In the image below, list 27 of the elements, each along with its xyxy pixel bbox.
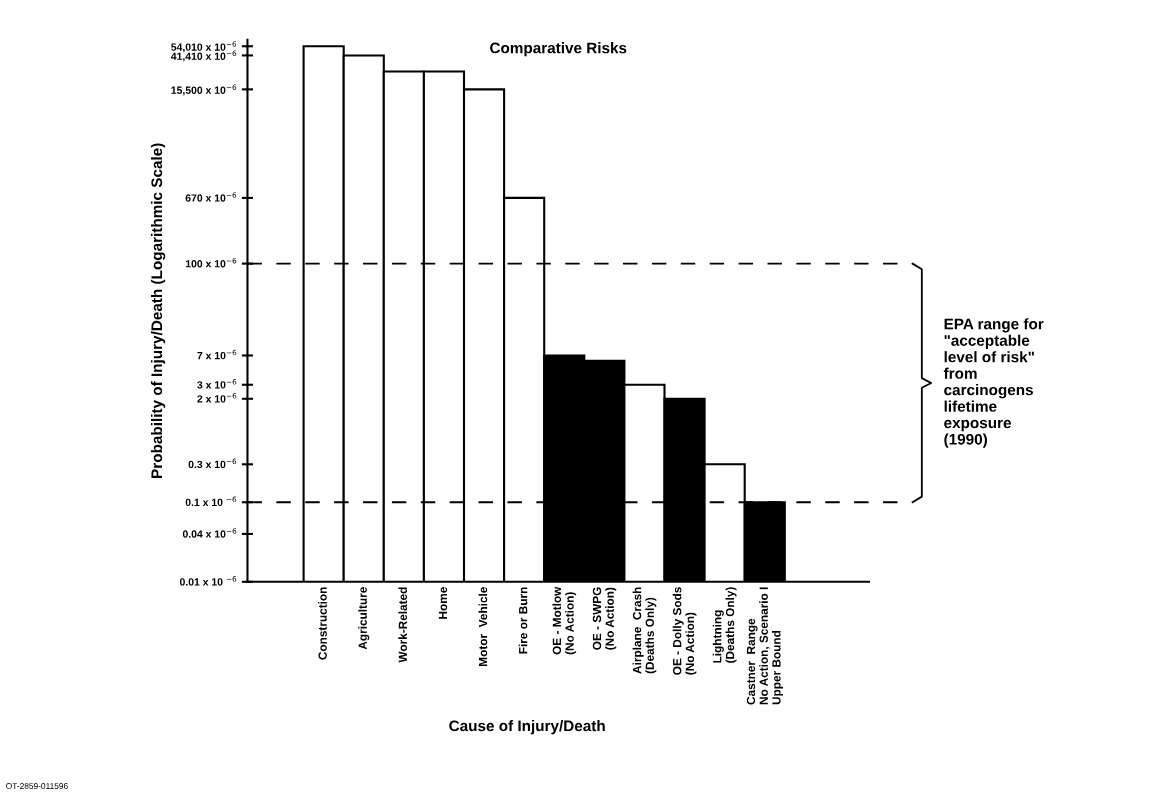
- y-tick-label: 7 x 10$^{−6}$: [197, 349, 237, 360]
- y-tick-label: 670 x 10$^{−6}$: [185, 192, 237, 202]
- y-tick-label: 0.04 x 10$^{−6}$: [182, 528, 237, 538]
- x-tick-label: Construction: [318, 587, 327, 660]
- x-tick-label: OE - SWPG (No Action): [592, 587, 617, 650]
- y-tick-label: 0.01 x 10 $^{−6}$: [179, 576, 237, 586]
- y-tick-label: 2 x 10$^{−6}$: [197, 393, 237, 403]
- x-tick-label: Work-Related: [398, 587, 408, 663]
- x-tick-label: Motor Vehicle: [478, 587, 488, 666]
- x-tick-label: Castner Range No Action, Scenario I Upper Bound: [746, 587, 783, 705]
- x-tick-label: Airplane Crash (Deaths Only): [632, 587, 657, 674]
- x-tick-label: Agriculture: [358, 587, 370, 650]
- y-tick-label: 3 x 10$^{−6}$: [197, 379, 237, 389]
- text: EPA range for "acceptable level of risk" from carcinogens lifetime exposure (1990): [943, 318, 1044, 448]
- x-tick-label: Lightning (Deaths Only): [712, 587, 737, 663]
- x-tick-label: Fire or Burn: [518, 587, 528, 654]
- x-tick-label: OE - Dolly Sods (No Action): [672, 587, 697, 675]
- x-tick-label: Home: [438, 587, 448, 619]
- y-tick-label: 100 x 10$^{−6}$: [185, 257, 237, 268]
- y-tick-label: 0.1 x 10 $^{−6}$: [185, 496, 237, 507]
- y-axis-title: Probability of Injury/Death (Logarithmic Scale): [150, 143, 166, 478]
- y-tick-label: 15,500 x 10$^{−6}$: [171, 84, 237, 96]
- chart-title: Comparative Risks: [490, 42, 627, 57]
- x-tick-label: OE - Motlow (No Action): [552, 586, 577, 655]
- x-axis-title: Cause of Injury/Death: [449, 720, 605, 735]
- text: OT-2859-011596: [6, 783, 68, 789]
- y-tick-label: 0.3 x 10$^{−6}$: [188, 458, 237, 469]
